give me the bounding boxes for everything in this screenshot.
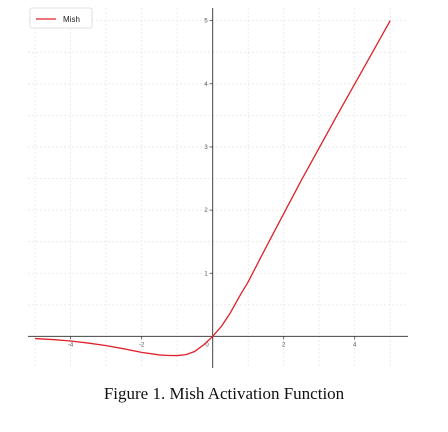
x-tick-label: 4 [353, 342, 357, 348]
y-tick-label: 5 [204, 19, 208, 25]
legend: Mish [29, 7, 93, 29]
y-tick-label: 4 [204, 82, 208, 88]
y-tick-label: 2 [204, 208, 208, 214]
grid [28, 8, 408, 368]
series-line-mish [35, 20, 391, 357]
mish-chart: -4 -2 0 2 4 1 2 3 4 5 Mish [28, 7, 408, 368]
legend-label: Mish [63, 15, 80, 24]
x-tick-label: -4 [68, 342, 74, 348]
y-tick-label: 3 [204, 145, 208, 151]
tick-labels: -4 -2 0 2 4 1 2 3 4 5 [68, 19, 357, 349]
legend-box [29, 7, 93, 29]
series [35, 20, 391, 357]
x-tick-label: -2 [139, 342, 145, 348]
axes [28, 8, 408, 368]
x-tick-label: 0 [205, 342, 209, 348]
y-tick-label: 1 [204, 271, 208, 277]
x-tick-label: 2 [282, 342, 286, 348]
figure-caption: Figure 1. Mish Activation Function [103, 384, 345, 403]
